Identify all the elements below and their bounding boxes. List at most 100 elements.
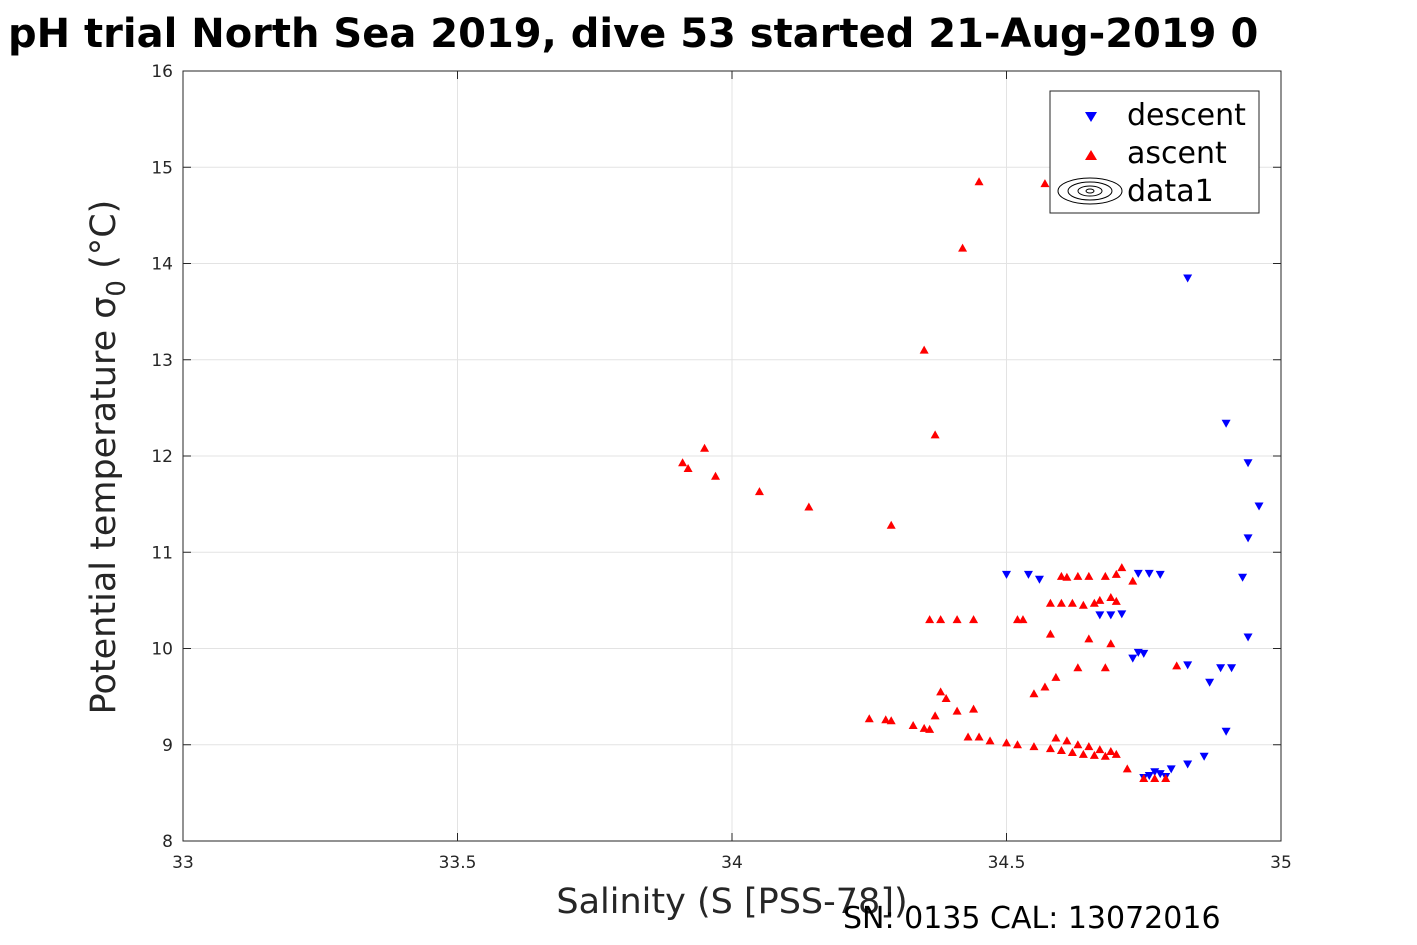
ascent-point xyxy=(1139,773,1149,782)
x-tick-label: 34.5 xyxy=(988,853,1026,873)
ascent-point xyxy=(1073,740,1083,749)
legend-data1-label: data1 xyxy=(1127,174,1214,209)
descent-point xyxy=(1144,569,1154,578)
ascent-point xyxy=(969,704,979,713)
ascent-point xyxy=(1117,563,1127,572)
y-axis-label-main: Potential temperature σ xyxy=(84,297,124,715)
ascent-point xyxy=(886,520,896,529)
y-tick-label: 11 xyxy=(151,543,173,563)
ascent-point xyxy=(985,736,995,745)
x-axis-label: Salinity (S [PSS-78]) xyxy=(556,882,907,922)
descent-point xyxy=(1183,661,1193,670)
ascent-point xyxy=(1062,572,1072,581)
ascent-point xyxy=(1095,595,1105,604)
legend-descent-label: descent xyxy=(1127,98,1246,133)
ascent-point xyxy=(1128,576,1138,585)
ascent-point xyxy=(1045,598,1055,607)
ascent-point xyxy=(804,502,814,511)
ascent-point xyxy=(1078,749,1088,758)
descent-point xyxy=(1221,419,1231,428)
descent-point xyxy=(1238,573,1248,582)
ascent-point xyxy=(925,615,935,624)
legend-ascent-marker xyxy=(1085,150,1097,160)
x-tick-label: 35 xyxy=(1270,853,1292,873)
ascent-point xyxy=(1067,747,1077,756)
ascent-point xyxy=(1029,689,1039,698)
descent-point xyxy=(1002,570,1011,579)
ascent-point xyxy=(1073,663,1083,672)
ascent-point xyxy=(1111,569,1121,578)
ascent-point xyxy=(1084,634,1094,643)
ascent-point xyxy=(925,724,935,733)
legend-data1-contour-icon xyxy=(1057,177,1123,205)
ascent-point xyxy=(683,464,693,473)
y-tick-label: 8 xyxy=(162,832,173,852)
ascent-point xyxy=(1089,598,1099,607)
descent-point xyxy=(1199,752,1209,761)
y-tick-label: 9 xyxy=(162,736,173,756)
ascent-point xyxy=(919,345,929,354)
ascent-point xyxy=(908,721,918,729)
descent-point xyxy=(1183,274,1193,283)
ascent-point xyxy=(864,714,874,723)
descent-point xyxy=(1227,664,1237,673)
ascent-point xyxy=(1062,736,1072,745)
ascent-point xyxy=(754,487,764,496)
ascent-point xyxy=(1122,764,1132,773)
legend-descent-marker xyxy=(1085,112,1097,122)
ascent-point xyxy=(958,243,968,252)
ascent-point xyxy=(1078,600,1088,609)
ascent-point xyxy=(969,615,979,624)
descent-point xyxy=(1243,459,1253,468)
descent-point xyxy=(1221,727,1231,736)
y-axis-label-unit: (°C) xyxy=(84,200,124,280)
ascent-point xyxy=(1040,682,1050,691)
y-axis-label-subscript: 0 xyxy=(102,280,132,297)
descent-point xyxy=(1254,502,1264,511)
ascent-point xyxy=(974,732,984,741)
ascent-point xyxy=(936,615,946,624)
ascent-point xyxy=(1111,596,1121,605)
y-tick-label: 13 xyxy=(151,351,173,371)
ascent-point xyxy=(886,716,896,725)
descent-point xyxy=(1095,611,1105,620)
x-tick-label: 33.5 xyxy=(439,853,477,873)
descent-point xyxy=(1216,664,1226,673)
ascent-point xyxy=(1012,740,1022,749)
ascent-point xyxy=(919,723,929,732)
descent-point xyxy=(1155,570,1165,579)
ascent-point xyxy=(678,458,688,467)
ascent-point xyxy=(1040,179,1050,188)
legend: descent ascent data1 xyxy=(1049,90,1260,214)
ascent-point xyxy=(1100,571,1110,580)
ascent-point xyxy=(1084,571,1094,580)
ascent-point xyxy=(930,711,940,720)
ascent-point xyxy=(1150,773,1160,782)
y-tick-label: 10 xyxy=(151,640,173,660)
ascent-point xyxy=(1084,742,1094,751)
ascent-point xyxy=(936,687,946,696)
ascent-point xyxy=(1002,738,1011,747)
ascent-point xyxy=(881,715,891,724)
descent-point xyxy=(1155,770,1165,779)
descent-point xyxy=(1205,678,1215,687)
x-tick-label: 34 xyxy=(721,853,743,873)
footer-serial-cal: SN: 0135 CAL: 13072016 xyxy=(843,901,1221,936)
legend-box xyxy=(1049,90,1260,214)
ascent-point xyxy=(1172,661,1182,670)
ascent-point xyxy=(1029,742,1039,751)
descent-point xyxy=(1034,575,1044,584)
ascent-point xyxy=(700,443,710,452)
ascent-point xyxy=(1051,733,1061,742)
descent-point xyxy=(1023,570,1033,579)
ascent-point xyxy=(1067,598,1077,607)
ascent-point xyxy=(1100,751,1110,760)
ascent-point xyxy=(952,706,962,715)
ascent-point xyxy=(952,615,962,624)
grid-lines xyxy=(183,71,1281,841)
y-tick-label: 15 xyxy=(151,158,173,178)
ascent-point xyxy=(1106,639,1116,648)
ascent-point xyxy=(1051,672,1061,681)
descent-point xyxy=(1117,610,1127,619)
